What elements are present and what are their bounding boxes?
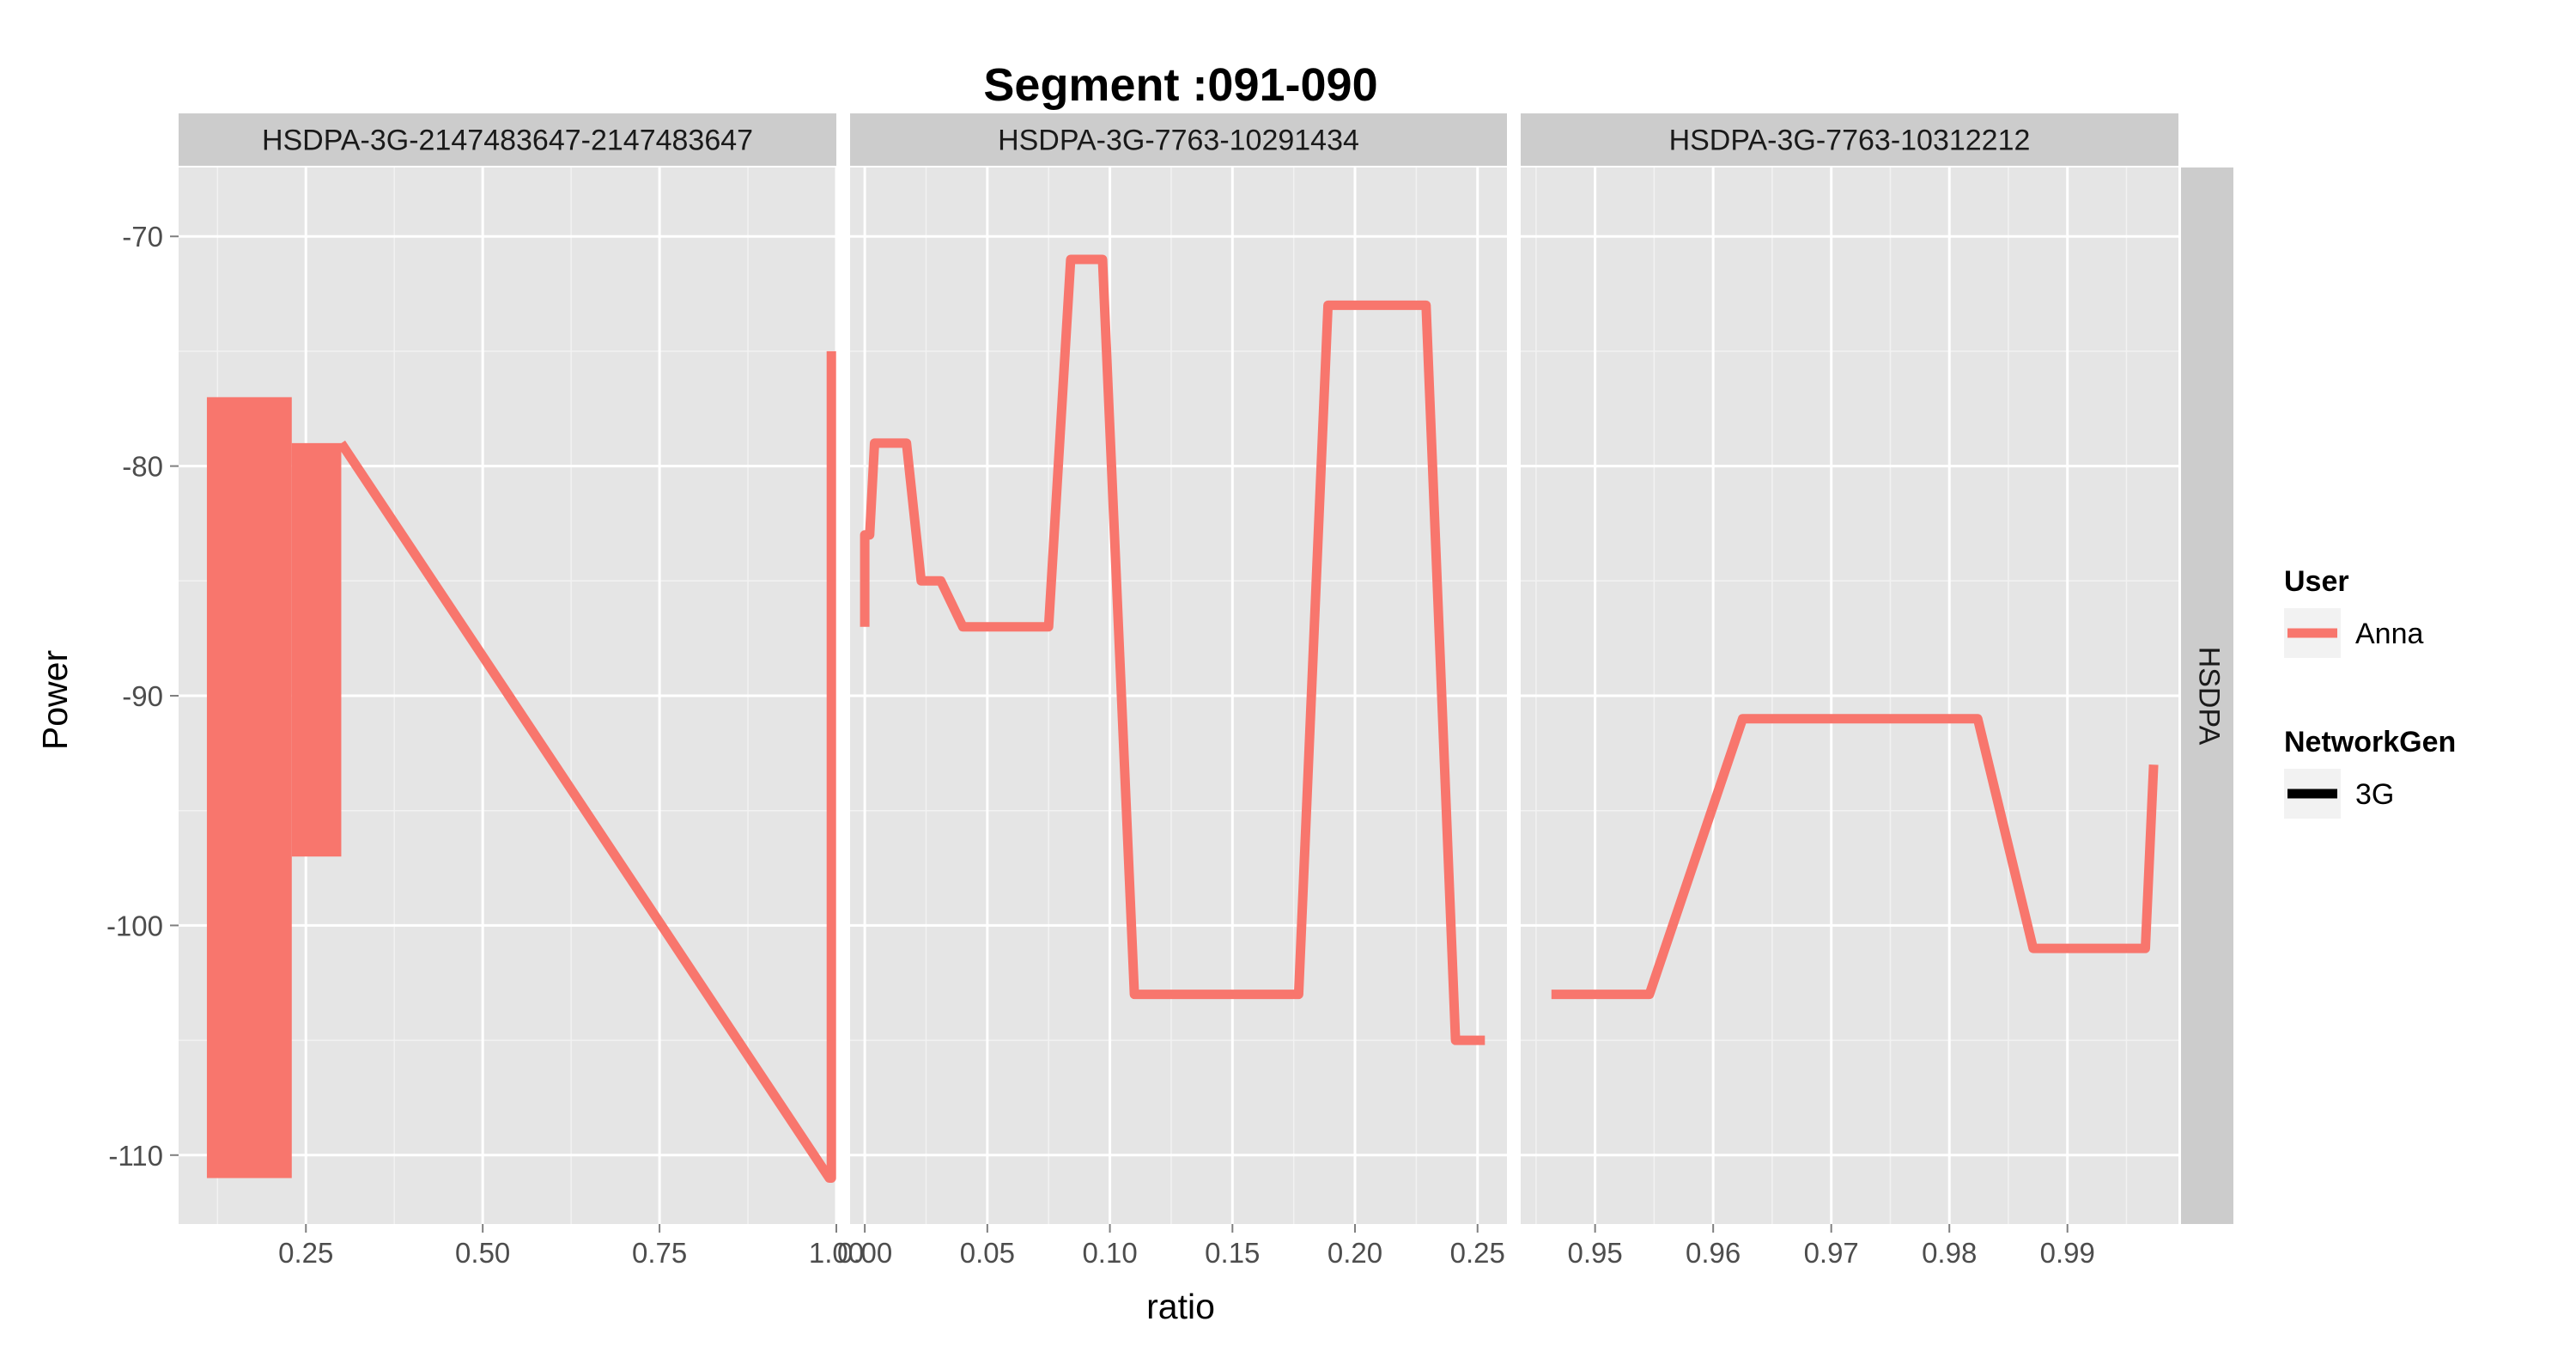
x-tick-label: 0.95 <box>1568 1237 1623 1269</box>
facet-strip-label: HSDPA-3G-7763-10291434 <box>998 125 1359 157</box>
x-tick-label: 0.99 <box>2040 1237 2095 1269</box>
row-strip-label: HSDPA <box>2193 647 2226 746</box>
x-tick-label: 0.97 <box>1804 1237 1859 1269</box>
x-tick-label: 0.00 <box>837 1237 892 1269</box>
x-tick-label: 0.25 <box>1450 1237 1505 1269</box>
x-tick-label: 0.98 <box>1922 1237 1977 1269</box>
x-tick-label: 1.00 <box>809 1237 864 1269</box>
row-strip: HSDPA <box>2181 167 2233 1224</box>
y-axis-title: Power <box>35 650 75 750</box>
y-tick-label: -70 <box>122 221 163 253</box>
legend-title: User <box>2284 565 2349 598</box>
y-tick-label: -90 <box>122 680 163 712</box>
facet-panel-1: HSDPA-3G-2147483647-2147483647 0.25 0.50 0.… <box>179 113 864 1269</box>
x-tick-label: 0.15 <box>1205 1237 1260 1269</box>
y-tick-label: -80 <box>122 451 163 483</box>
y-tick-label: -110 <box>108 1140 163 1172</box>
facet-strip-label: HSDPA-3G-7763-10312212 <box>1669 125 2031 157</box>
y-axis: -70 -80 -90 -100 -110 <box>106 221 179 1172</box>
x-tick-label: 0.05 <box>960 1237 1015 1269</box>
x-tick-label: 0.20 <box>1327 1237 1382 1269</box>
legend-title: NetworkGen <box>2284 726 2456 758</box>
series-anna <box>206 350 836 1183</box>
x-axis-title: ratio <box>1146 1287 1215 1326</box>
facet-strip <box>850 113 1507 166</box>
dense-oscillation-band <box>291 442 342 857</box>
facet-panel-3: HSDPA-3G-7763-10312212 0.95 0.96 0.97 0.98 0.… <box>1521 113 2178 1269</box>
facet-strip <box>1521 113 2178 166</box>
series-line <box>1551 714 2159 1000</box>
y-tick-label: -100 <box>106 910 163 941</box>
legend-label: 3G <box>2355 778 2394 811</box>
x-tick-label: 0.96 <box>1686 1237 1741 1269</box>
facet-panels: HSDPA-3G-2147483647-2147483647 0.25 0.50 0.… <box>179 113 2178 1269</box>
series-anna <box>860 254 1485 1045</box>
series-anna <box>1551 714 2159 1000</box>
x-tick-label: 0.25 <box>278 1237 333 1269</box>
chart-title: Segment :091-090 <box>983 59 1377 111</box>
facet-strip <box>179 113 836 166</box>
legend-label: Anna <box>2355 618 2423 650</box>
series-line <box>860 254 1485 1045</box>
facet-panel-2: HSDPA-3G-7763-10291434 0.00 0.05 0.10 0.15 0.… <box>837 113 1507 1269</box>
facet-strip-label: HSDPA-3G-2147483647-2147483647 <box>262 125 753 157</box>
dense-oscillation-band <box>206 397 292 1178</box>
series-line <box>337 350 836 1183</box>
x-tick-label: 0.10 <box>1082 1237 1137 1269</box>
x-tick-label: 0.75 <box>632 1237 687 1269</box>
x-tick-label: 0.50 <box>455 1237 510 1269</box>
row-strip-background <box>2181 167 2233 1224</box>
